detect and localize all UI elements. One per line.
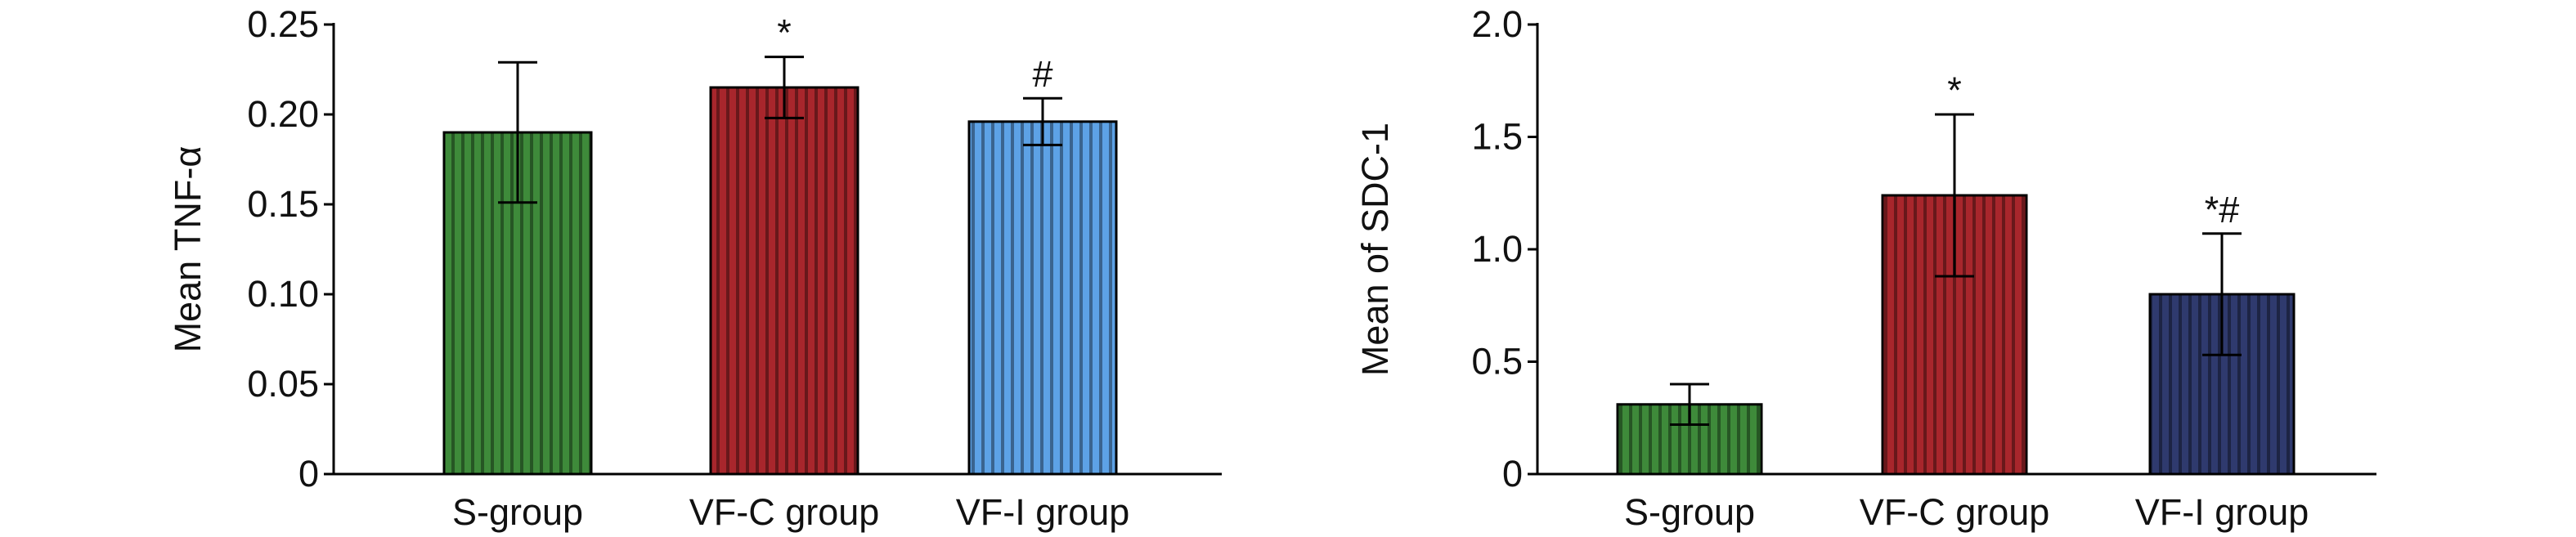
x-category-label: VF-C group bbox=[689, 491, 880, 533]
chart-tnf-alpha: 0 0.05 0.10 0.15 0.20 0.25 Mean TNF-α S-group * V… bbox=[167, 3, 1222, 533]
x-category-label: VF-I group bbox=[956, 491, 1130, 533]
x-category-label: VF-I group bbox=[2135, 491, 2309, 533]
y-tick-label: 0.5 bbox=[1471, 341, 1523, 383]
y-axis-title: Mean TNF-α bbox=[167, 146, 209, 353]
y-tick-label: 1.5 bbox=[1471, 116, 1523, 158]
x-category-label: S-group bbox=[452, 491, 583, 533]
x-category-label: VF-C group bbox=[1860, 491, 2050, 533]
y-tick-label: 0.25 bbox=[247, 3, 319, 45]
y-tick-label: 0.05 bbox=[247, 363, 319, 405]
y-tick-label: 0 bbox=[1502, 453, 1523, 494]
y-tick-label: 0.15 bbox=[247, 183, 319, 225]
bar-vf-c-group bbox=[709, 86, 859, 476]
y-tick-label: 0.10 bbox=[247, 273, 319, 315]
y-axis-title: Mean of SDC-1 bbox=[1354, 123, 1396, 376]
bar-vf-i-group bbox=[967, 120, 1118, 476]
significance-marker: * bbox=[777, 12, 792, 54]
significance-marker: *# bbox=[2205, 189, 2240, 230]
x-category-label: S-group bbox=[1624, 491, 1755, 533]
y-tick-label: 1.0 bbox=[1471, 228, 1523, 270]
y-tick-label: 0.20 bbox=[247, 93, 319, 135]
y-tick-label: 2.0 bbox=[1471, 3, 1523, 45]
significance-marker: # bbox=[1032, 53, 1052, 95]
significance-marker: * bbox=[1947, 69, 1962, 111]
y-tick-label: 0 bbox=[298, 453, 319, 494]
chart-sdc-1: 0 0.5 1.0 1.5 2.0 Mean of SDC-1 S-group * VF-C g… bbox=[1354, 3, 2376, 533]
